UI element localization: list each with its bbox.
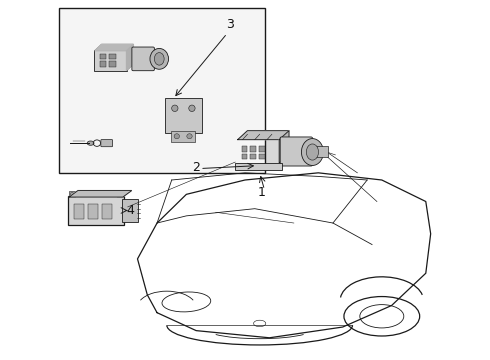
Ellipse shape bbox=[87, 141, 94, 145]
Polygon shape bbox=[238, 131, 289, 140]
Bar bbox=[259, 154, 265, 159]
FancyBboxPatch shape bbox=[94, 50, 127, 71]
Bar bbox=[171, 131, 196, 141]
Bar bbox=[102, 204, 112, 219]
Ellipse shape bbox=[172, 105, 178, 112]
Bar bbox=[242, 146, 247, 152]
Bar bbox=[99, 61, 106, 67]
Polygon shape bbox=[69, 190, 132, 197]
Text: 1: 1 bbox=[258, 186, 266, 199]
Bar bbox=[250, 146, 256, 152]
Bar bbox=[88, 204, 98, 219]
Bar bbox=[109, 61, 116, 67]
Ellipse shape bbox=[189, 105, 195, 112]
FancyBboxPatch shape bbox=[237, 139, 280, 164]
Text: 4: 4 bbox=[126, 204, 134, 217]
Bar bbox=[242, 154, 247, 159]
Text: 3: 3 bbox=[226, 18, 234, 31]
Bar bbox=[250, 154, 256, 159]
Ellipse shape bbox=[154, 53, 164, 65]
FancyBboxPatch shape bbox=[132, 47, 154, 71]
FancyBboxPatch shape bbox=[122, 199, 138, 222]
Ellipse shape bbox=[187, 134, 192, 139]
FancyBboxPatch shape bbox=[315, 146, 328, 157]
Polygon shape bbox=[126, 44, 133, 71]
Ellipse shape bbox=[118, 192, 122, 195]
Ellipse shape bbox=[306, 144, 318, 160]
Bar bbox=[99, 54, 106, 59]
Bar bbox=[109, 54, 116, 59]
Ellipse shape bbox=[71, 192, 73, 195]
Bar bbox=[59, 8, 265, 173]
FancyBboxPatch shape bbox=[165, 98, 202, 133]
Bar bbox=[117, 190, 123, 197]
Ellipse shape bbox=[150, 49, 169, 69]
FancyBboxPatch shape bbox=[101, 140, 113, 147]
Polygon shape bbox=[279, 131, 289, 163]
FancyBboxPatch shape bbox=[68, 196, 124, 225]
FancyBboxPatch shape bbox=[280, 137, 313, 166]
FancyBboxPatch shape bbox=[235, 163, 282, 171]
Bar bbox=[74, 204, 84, 219]
Bar bbox=[69, 190, 75, 197]
Polygon shape bbox=[95, 44, 133, 51]
Bar bbox=[259, 146, 265, 152]
Ellipse shape bbox=[301, 139, 323, 166]
Text: 2: 2 bbox=[192, 161, 200, 174]
Ellipse shape bbox=[174, 134, 179, 139]
